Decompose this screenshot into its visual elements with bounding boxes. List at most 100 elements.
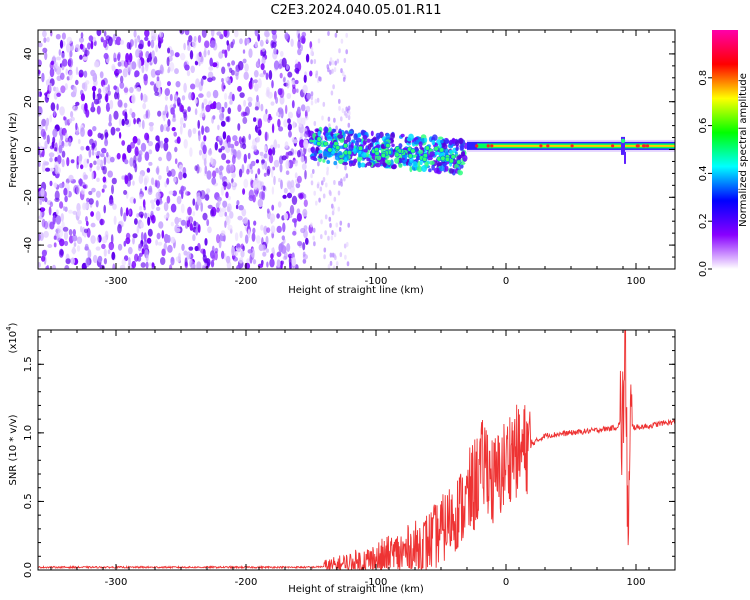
- heatmap-cell: [138, 211, 144, 218]
- heatmap-cell: [69, 50, 73, 58]
- heatmap-cell: [301, 37, 306, 45]
- heatmap-cell: [229, 211, 234, 219]
- heatmap-cell: [287, 118, 291, 124]
- heatmap-cell: [49, 114, 53, 123]
- heatmap-cell: [310, 91, 314, 97]
- heatmap-cell: [362, 134, 368, 140]
- heatmap-cell: [371, 137, 376, 143]
- heatmap-cell: [121, 140, 126, 146]
- heatmap-cell: [362, 139, 367, 146]
- heatmap-cell: [292, 159, 298, 164]
- heatmap-cell: [95, 200, 99, 208]
- heatmap-cell: [63, 116, 66, 121]
- heatmap-cell: [270, 101, 275, 106]
- heatmap-cell: [106, 151, 109, 158]
- heatmap-cell: [38, 262, 41, 268]
- heatmap-cell: [141, 248, 145, 255]
- heatmap-cell: [439, 139, 444, 144]
- heatmap-cell: [244, 63, 249, 72]
- x-tick-label: -100: [365, 276, 388, 287]
- heatmap-cell: [272, 147, 276, 156]
- heatmap-cell: [68, 229, 73, 236]
- heatmap-cell: [167, 119, 171, 127]
- heatmap-cell: [254, 83, 259, 92]
- heatmap-cell: [227, 203, 232, 213]
- heatmap-cell: [242, 143, 247, 150]
- heatmap-cell: [279, 88, 285, 99]
- heatmap-cell: [145, 254, 149, 262]
- heatmap-cell: [46, 264, 50, 269]
- heatmap-cell: [278, 243, 284, 253]
- heatmap-cell: [124, 111, 128, 122]
- heatmap-cell: [113, 215, 117, 225]
- heatmap-cell: [428, 168, 432, 173]
- heatmap-cell: [331, 60, 335, 66]
- heatmap-cell: [97, 255, 103, 263]
- heatmap-cell: [134, 70, 140, 77]
- heatmap-cell: [434, 151, 440, 155]
- heatmap-cell: [211, 76, 216, 81]
- heatmap-cell: [252, 179, 258, 190]
- heatmap-cell: [139, 205, 143, 211]
- heatmap-cell: [250, 169, 254, 175]
- heatmap-cell: [248, 133, 251, 140]
- heatmap-cell: [283, 187, 288, 194]
- heatmap-cell: [348, 160, 354, 164]
- heatmap-cell: [83, 70, 88, 78]
- heatmap-cell: [335, 125, 338, 131]
- heatmap-cell: [129, 39, 134, 47]
- heatmap-cell: [107, 170, 113, 178]
- heatmap-cell: [282, 222, 286, 233]
- heatmap-cell: [125, 52, 130, 63]
- heatmap-cell: [60, 213, 64, 222]
- heatmap-cell: [279, 163, 283, 173]
- heatmap-cell: [247, 152, 251, 160]
- heatmap-cell: [115, 127, 121, 132]
- heatmap-cell: [247, 228, 251, 239]
- heatmap-cell: [158, 31, 164, 38]
- heatmap-cell: [305, 53, 310, 63]
- heatmap-cell: [54, 190, 60, 201]
- heatmap-cell: [220, 230, 226, 237]
- heatmap-cell: [101, 188, 105, 193]
- heatmap-cell: [146, 167, 151, 173]
- heatmap-cell: [47, 93, 50, 99]
- heatmap-cell: [309, 70, 313, 77]
- heatmap-cell: [286, 192, 293, 199]
- heatmap-cell: [128, 257, 131, 267]
- heatmap-cell: [131, 61, 137, 70]
- heatmap-cell: [60, 85, 66, 94]
- heatmap-cell: [143, 175, 150, 184]
- heatmap-cell: [84, 49, 90, 56]
- heatmap-cell: [439, 165, 445, 172]
- heatmap-cell: [143, 232, 147, 242]
- heatmap-cell: [72, 85, 77, 96]
- heatmap-cell: [264, 160, 268, 171]
- heatmap-cell: [206, 188, 211, 194]
- heatmap-cell: [316, 136, 322, 142]
- heatmap-cell: [78, 37, 85, 43]
- heatmap-cell: [132, 136, 138, 144]
- heatmap-cell: [96, 150, 101, 156]
- heatmap-cell: [246, 168, 250, 175]
- heatmap-cell: [53, 110, 56, 117]
- heatmap-cell: [200, 202, 203, 212]
- heatmap-cell: [336, 58, 340, 64]
- heatmap-cell: [201, 30, 207, 38]
- heatmap-cell: [184, 30, 190, 36]
- heatmap-cell: [190, 261, 196, 269]
- heatmap-cell: [105, 102, 111, 113]
- heatmap-cell: [253, 117, 257, 122]
- heatmap-cell: [117, 61, 122, 67]
- heatmap-cell: [140, 221, 144, 229]
- heatmap-cell: [92, 71, 96, 78]
- heatmap-cell: [331, 230, 334, 236]
- heatmap-cell: [291, 100, 295, 109]
- heatmap-cell: [275, 96, 279, 104]
- heatmap-cell: [95, 246, 101, 251]
- heatmap-cell: [163, 141, 169, 152]
- carrier-spike: [621, 136, 625, 155]
- heatmap-cell: [313, 150, 318, 157]
- heatmap-cell: [327, 31, 330, 36]
- heatmap-cell: [261, 244, 266, 252]
